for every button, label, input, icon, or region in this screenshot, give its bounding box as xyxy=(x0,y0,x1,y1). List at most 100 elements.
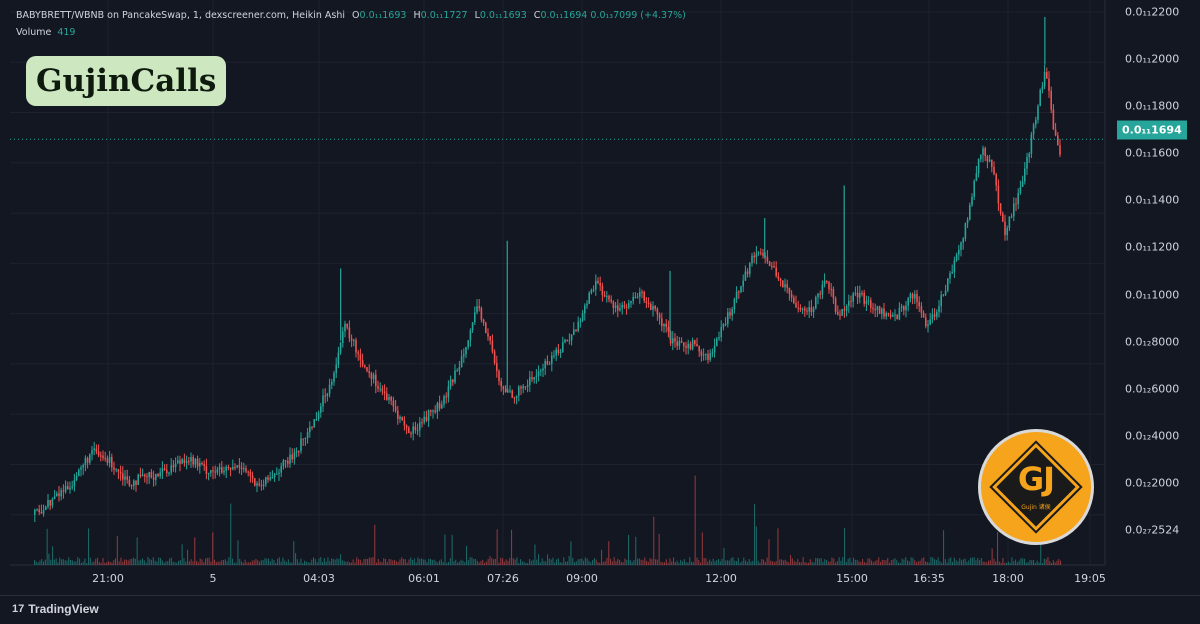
volume-bar xyxy=(421,558,423,565)
candle-body xyxy=(815,297,817,309)
candle-body xyxy=(207,472,210,474)
volume-bar xyxy=(403,559,405,565)
volume-bar xyxy=(980,558,982,565)
candle-body xyxy=(828,282,830,290)
volume-bar xyxy=(359,559,361,565)
candle-body xyxy=(612,301,615,308)
volume-bar xyxy=(876,560,878,565)
candle-body xyxy=(639,291,641,297)
volume-bar xyxy=(406,562,408,565)
volume-bar xyxy=(250,562,252,565)
candle-body xyxy=(75,475,78,481)
candle-body xyxy=(751,255,753,264)
volume-bar xyxy=(158,557,160,565)
gujin-logo-badge: GJ Gujin 诸侯 xyxy=(978,429,1094,545)
volume-bar xyxy=(539,562,541,565)
volume-bar xyxy=(640,559,642,565)
volume-bar xyxy=(291,562,293,565)
volume-bar xyxy=(129,559,131,565)
volume-bar xyxy=(86,562,88,565)
volume-bar xyxy=(242,562,244,565)
volume-bar xyxy=(485,561,487,565)
candle-body xyxy=(150,472,153,478)
volume-bar xyxy=(201,559,203,565)
volume-bar xyxy=(818,558,820,565)
volume-bar xyxy=(412,559,414,565)
volume-bar xyxy=(871,560,873,565)
candle-body xyxy=(260,485,263,487)
candle-body xyxy=(859,292,861,298)
volume-bar xyxy=(921,558,923,565)
candle-body xyxy=(788,287,791,294)
candle-body xyxy=(311,426,313,428)
volume-bar xyxy=(529,558,531,565)
volume-bar xyxy=(638,558,640,565)
candle-body xyxy=(119,471,122,474)
volume-bar xyxy=(102,557,104,565)
candle-body xyxy=(71,486,73,488)
candle-body xyxy=(689,343,692,350)
candle-body xyxy=(1004,221,1006,236)
volume-bar xyxy=(631,561,633,565)
volume-bar xyxy=(986,562,988,565)
volume-bar xyxy=(653,516,655,565)
volume-bar xyxy=(683,559,685,565)
candle-body xyxy=(511,390,513,398)
candle-body xyxy=(938,306,940,312)
volume-legend: Volume 419 xyxy=(16,27,75,38)
candle-body xyxy=(929,319,931,325)
volume-bar xyxy=(791,558,793,565)
candle-body xyxy=(315,419,318,421)
volume-bar xyxy=(862,559,864,565)
candle-body xyxy=(1030,134,1033,154)
volume-bar xyxy=(95,558,97,565)
candle-body xyxy=(1006,227,1008,236)
volume-bar xyxy=(257,560,259,565)
volume-bar xyxy=(143,560,145,565)
volume-bar xyxy=(41,559,43,565)
volume-bar xyxy=(124,559,126,565)
volume-bar xyxy=(169,558,171,565)
volume-bar xyxy=(322,561,324,565)
volume-bar xyxy=(538,554,540,565)
candle-body xyxy=(740,286,742,293)
volume-bar xyxy=(293,541,295,565)
volume-bar xyxy=(304,560,306,565)
candle-body xyxy=(333,372,335,382)
volume-bar xyxy=(100,562,102,565)
candle-body xyxy=(848,300,850,306)
candle-body xyxy=(102,455,104,458)
candle-body xyxy=(179,460,181,464)
candle-body xyxy=(905,305,907,311)
candle-body xyxy=(166,469,168,473)
volume-bar xyxy=(241,561,243,565)
candle-body xyxy=(245,468,247,472)
tradingview-logo[interactable]: 17 TradingView xyxy=(12,602,99,616)
candle-body xyxy=(568,340,571,342)
candle-body xyxy=(174,463,177,468)
price-axis[interactable]: 0.0₁₁2200 0.0₁₁2000 0.0₁₁1800 0.0₁₁1600 … xyxy=(1105,0,1200,595)
candle-body xyxy=(962,238,964,243)
volume-bar xyxy=(908,561,910,565)
volume-bar xyxy=(887,558,889,565)
candle-body xyxy=(573,329,575,335)
candle-body xyxy=(606,296,608,298)
volume-bar xyxy=(134,558,136,565)
candle-body xyxy=(597,280,599,284)
candle-body xyxy=(999,203,1002,214)
candle-body xyxy=(49,499,51,506)
volume-bar xyxy=(676,560,678,565)
candle-body xyxy=(892,315,894,317)
volume-bar xyxy=(367,559,369,565)
candle-body xyxy=(793,297,795,304)
volume-bar xyxy=(586,558,588,565)
candle-body xyxy=(232,467,234,470)
candle-body xyxy=(381,388,384,392)
candle-body xyxy=(729,312,731,316)
volume-bar xyxy=(478,562,480,565)
volume-bar xyxy=(890,560,892,565)
candle-body xyxy=(414,426,417,431)
candle-body xyxy=(357,352,359,354)
volume-bar xyxy=(592,560,594,565)
volume-bar xyxy=(613,557,615,565)
